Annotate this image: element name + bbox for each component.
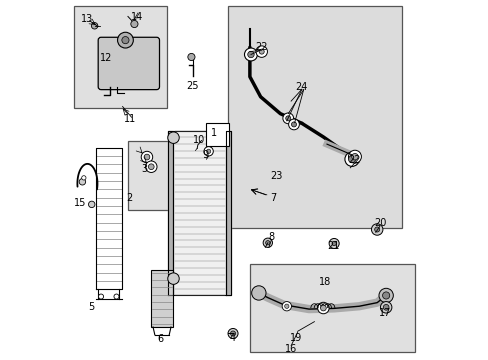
Text: 14: 14 <box>130 12 143 22</box>
Bar <box>173 131 225 296</box>
Circle shape <box>114 294 119 299</box>
Text: 22: 22 <box>348 155 361 165</box>
Circle shape <box>265 240 269 245</box>
Circle shape <box>247 51 254 58</box>
Text: 17: 17 <box>378 309 390 318</box>
Circle shape <box>145 161 157 172</box>
Text: 7: 7 <box>269 193 276 203</box>
Text: 1: 1 <box>210 129 217 138</box>
Text: 18: 18 <box>318 277 331 287</box>
Circle shape <box>203 147 213 156</box>
Text: 13: 13 <box>81 14 93 24</box>
Bar <box>151 270 172 327</box>
Circle shape <box>380 302 391 313</box>
Text: 8: 8 <box>268 232 274 242</box>
Text: 20: 20 <box>373 218 386 228</box>
Circle shape <box>378 288 392 303</box>
Text: 11: 11 <box>123 114 136 124</box>
Circle shape <box>284 304 288 309</box>
Bar <box>128 140 172 211</box>
Text: 19: 19 <box>290 333 302 343</box>
Circle shape <box>382 292 389 299</box>
Polygon shape <box>168 131 173 296</box>
Circle shape <box>99 294 103 299</box>
Circle shape <box>317 302 328 314</box>
Circle shape <box>230 331 235 336</box>
Bar <box>206 123 229 145</box>
Circle shape <box>79 179 85 185</box>
Text: 9: 9 <box>202 150 208 160</box>
Circle shape <box>81 176 86 180</box>
Text: 3: 3 <box>141 164 147 174</box>
Circle shape <box>251 286 265 300</box>
Text: 25: 25 <box>186 81 198 91</box>
Text: 24: 24 <box>295 82 307 92</box>
Circle shape <box>285 116 290 121</box>
Text: 5: 5 <box>88 302 94 312</box>
Circle shape <box>206 149 210 153</box>
Circle shape <box>331 241 336 246</box>
Text: 16: 16 <box>285 343 297 354</box>
Circle shape <box>88 201 95 208</box>
Bar <box>74 6 167 108</box>
Bar <box>228 6 402 228</box>
Circle shape <box>144 154 149 160</box>
Circle shape <box>91 23 98 29</box>
Text: 4: 4 <box>229 333 236 343</box>
Circle shape <box>122 37 129 44</box>
Circle shape <box>131 21 138 28</box>
Circle shape <box>187 53 195 60</box>
Circle shape <box>344 152 359 166</box>
Circle shape <box>227 328 238 338</box>
Circle shape <box>351 153 357 160</box>
Circle shape <box>255 46 267 57</box>
Circle shape <box>148 164 154 170</box>
Circle shape <box>117 32 133 48</box>
Circle shape <box>328 238 339 248</box>
Text: 23: 23 <box>269 171 282 181</box>
Circle shape <box>167 273 179 284</box>
Circle shape <box>167 132 179 143</box>
Circle shape <box>141 151 152 163</box>
Text: 15: 15 <box>74 198 87 208</box>
Circle shape <box>288 119 299 130</box>
Circle shape <box>244 48 257 61</box>
Circle shape <box>291 122 296 127</box>
Circle shape <box>282 113 293 124</box>
Circle shape <box>374 227 379 232</box>
Text: 21: 21 <box>326 241 339 251</box>
Circle shape <box>282 302 291 311</box>
Circle shape <box>371 224 382 235</box>
Text: 10: 10 <box>192 135 204 145</box>
Circle shape <box>383 305 388 310</box>
Polygon shape <box>225 131 230 296</box>
Circle shape <box>348 150 361 163</box>
Text: 2: 2 <box>125 193 132 203</box>
Circle shape <box>259 49 264 54</box>
Text: 6: 6 <box>157 333 163 343</box>
Circle shape <box>320 305 325 311</box>
Bar <box>249 264 414 352</box>
FancyBboxPatch shape <box>98 37 159 90</box>
Circle shape <box>348 156 355 163</box>
Circle shape <box>263 238 272 247</box>
Text: 22: 22 <box>255 42 267 52</box>
Text: 12: 12 <box>100 53 112 63</box>
